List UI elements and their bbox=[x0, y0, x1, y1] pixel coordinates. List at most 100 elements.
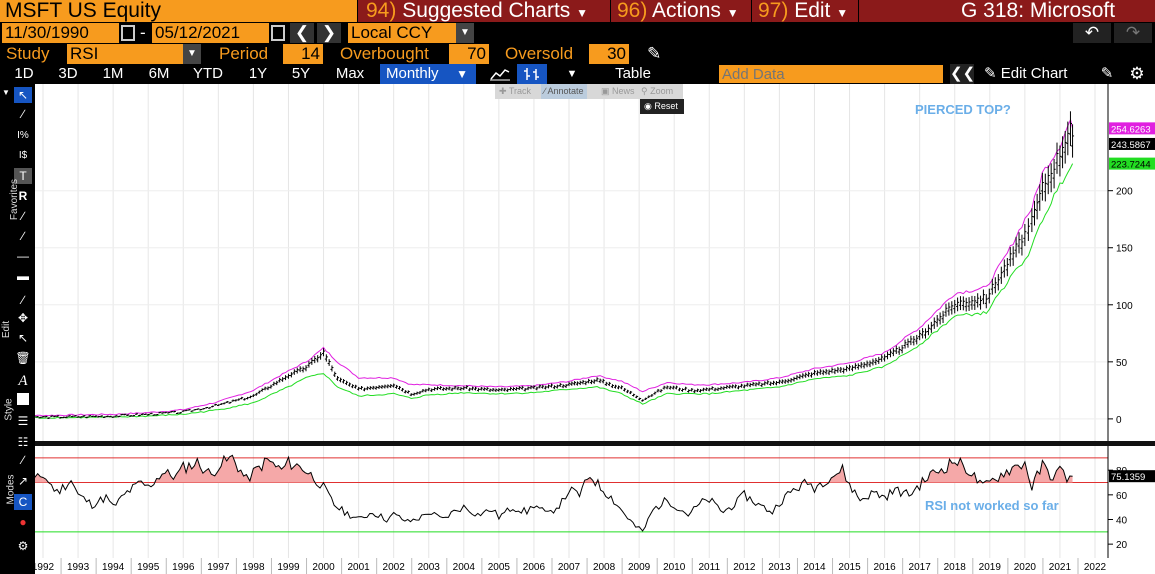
crosshair-icon[interactable]: ∕ bbox=[21, 453, 24, 467]
range-5y[interactable]: 5Y bbox=[291, 65, 311, 82]
year-tick-label: 2004 bbox=[453, 562, 476, 573]
panel-divider[interactable] bbox=[35, 441, 1155, 446]
line-chart-icon[interactable] bbox=[484, 64, 516, 84]
year-tick-label: 1997 bbox=[207, 562, 230, 573]
trendline-icon[interactable]: ∕ bbox=[21, 107, 24, 121]
channel-icon[interactable]: ▬ bbox=[17, 269, 29, 283]
range-1y[interactable]: 1Y bbox=[248, 65, 268, 82]
gear-icon[interactable]: ⚙ bbox=[1129, 64, 1145, 83]
window-title: G 318: Microsoft bbox=[859, 0, 1155, 22]
prev-period-button[interactable]: ❮ bbox=[290, 23, 314, 43]
year-tick-label: 2018 bbox=[944, 562, 967, 573]
year-tick-label: 2001 bbox=[347, 562, 370, 573]
price-value-label-box bbox=[1109, 137, 1155, 150]
side-toolbar: ▼ ↖ ∕ I% I$ T R ∕ ∕ — ▬ ∕ ✥ ↖ 🗑 A ☰ ☷ ∕ … bbox=[0, 84, 35, 558]
range-max[interactable]: Max bbox=[335, 65, 365, 82]
gear-icon[interactable]: ⚙ bbox=[17, 539, 29, 553]
line-style-icon[interactable]: ☰ bbox=[17, 414, 29, 428]
overbought-input[interactable]: 70 bbox=[449, 44, 489, 64]
suggested-charts-label: Suggested Charts bbox=[402, 0, 571, 22]
annotation-bottom[interactable]: RSI not worked so far bbox=[925, 498, 1059, 513]
year-tick-label: 1998 bbox=[242, 562, 265, 573]
year-tick-label: 2016 bbox=[873, 562, 896, 573]
price-tick-label: 200 bbox=[1116, 187, 1133, 198]
ray-icon[interactable]: ∕ bbox=[21, 229, 24, 243]
range-1m[interactable]: 1M bbox=[102, 65, 124, 82]
year-tick-label: 2020 bbox=[1014, 562, 1037, 573]
calendar-icon[interactable] bbox=[121, 25, 135, 41]
period-input[interactable]: 14 bbox=[283, 44, 323, 64]
year-tick-label: 1996 bbox=[172, 562, 195, 573]
line-weight-icon[interactable]: ☷ bbox=[17, 435, 29, 449]
collapse-icon[interactable]: ❮❮ bbox=[950, 64, 976, 84]
rsi-panel[interactable] bbox=[35, 446, 1108, 558]
percent-icon[interactable]: I% bbox=[17, 130, 29, 141]
year-tick-label: 1995 bbox=[137, 562, 160, 573]
calendar-icon[interactable] bbox=[271, 25, 285, 41]
edit-menu[interactable]: 97) Edit ▼ bbox=[752, 0, 858, 22]
brush-icon[interactable]: ∕ bbox=[21, 293, 24, 307]
suggested-charts-menu[interactable]: 94) Suggested Charts ▼ bbox=[358, 0, 610, 22]
fill-color-icon[interactable] bbox=[14, 393, 32, 409]
redo-icon[interactable]: ↷ bbox=[1114, 23, 1152, 43]
move-icon[interactable]: ✥ bbox=[17, 311, 29, 325]
text-icon[interactable]: A bbox=[18, 373, 28, 389]
dropdown-icon[interactable]: ▼ bbox=[183, 44, 201, 64]
pointer-icon[interactable]: ↖ bbox=[17, 331, 29, 345]
dropdown-icon[interactable]: ▼ bbox=[456, 23, 474, 43]
price-rsi-chart[interactable]: 1992199319941995199619971998199920002001… bbox=[35, 84, 1155, 574]
add-data-input[interactable] bbox=[719, 65, 943, 83]
r-icon[interactable]: R bbox=[18, 189, 28, 203]
currency-select[interactable]: Local CCY bbox=[348, 23, 456, 43]
end-date-input[interactable]: 05/12/2021 bbox=[152, 23, 269, 43]
track-button[interactable]: ✚ Track bbox=[499, 86, 532, 96]
rsi-overbought-fill bbox=[35, 455, 1073, 483]
next-period-button[interactable]: ❯ bbox=[317, 23, 341, 43]
chart-settings-icon[interactable]: ✎ bbox=[1100, 65, 1114, 82]
year-tick-label: 1994 bbox=[102, 562, 125, 573]
annotate-button[interactable]: ∕ Annotate bbox=[541, 84, 587, 99]
actions-menu[interactable]: 96) Actions ▼ bbox=[611, 0, 751, 22]
range-1d[interactable]: 1D bbox=[14, 65, 34, 82]
zoom-button[interactable]: ⚲ Zoom bbox=[641, 86, 674, 96]
pencil-icon[interactable]: ✎ bbox=[647, 44, 662, 63]
year-tick-label: 2005 bbox=[488, 562, 511, 573]
horizontal-line-icon[interactable]: — bbox=[17, 249, 29, 263]
dropdown-icon[interactable]: ▼ bbox=[566, 68, 578, 80]
dollar-icon[interactable]: I$ bbox=[18, 150, 28, 161]
annotate-label: Annotate bbox=[547, 86, 584, 96]
price-panel[interactable] bbox=[35, 84, 1108, 441]
range-6m[interactable]: 6M bbox=[148, 65, 170, 82]
range-3d[interactable]: 3D bbox=[58, 65, 78, 82]
undo-icon[interactable]: ↶ bbox=[1073, 23, 1111, 43]
cursor-icon[interactable]: ↖ bbox=[14, 87, 32, 103]
line-tool-icon[interactable]: ∕ bbox=[21, 209, 24, 223]
time-axis bbox=[35, 558, 1155, 574]
trash-icon[interactable]: 🗑 bbox=[15, 351, 31, 365]
study-select[interactable]: RSI bbox=[67, 44, 183, 64]
year-tick-label: 2013 bbox=[768, 562, 791, 573]
year-tick-label: 2022 bbox=[1084, 562, 1107, 573]
year-tick-label: 2015 bbox=[838, 562, 861, 573]
start-date-input[interactable]: 11/30/1990 bbox=[2, 23, 119, 43]
oversold-input[interactable]: 30 bbox=[589, 44, 629, 64]
magnet-icon[interactable]: ↗ bbox=[17, 474, 29, 488]
annotation-top[interactable]: PIERCED TOP? bbox=[915, 102, 1011, 117]
fib-icon[interactable]: T bbox=[14, 168, 32, 184]
reset-button[interactable]: ◉ Reset bbox=[640, 99, 684, 114]
actions-label: Actions bbox=[652, 0, 721, 22]
track-label: Track bbox=[508, 86, 532, 96]
news-button[interactable]: ▣ News bbox=[601, 86, 635, 96]
price-tick-label: 100 bbox=[1116, 301, 1133, 312]
bar-chart-icon[interactable] bbox=[517, 64, 547, 84]
table-button[interactable]: Table bbox=[615, 65, 651, 82]
palette-icon[interactable]: ● bbox=[19, 515, 27, 529]
security-field[interactable]: MSFT US Equity bbox=[0, 0, 357, 22]
lower-band-line bbox=[35, 163, 1074, 419]
edit-chart-button[interactable]: ✎ Edit Chart bbox=[978, 64, 1092, 84]
frequency-select[interactable]: Monthly ▼ bbox=[380, 64, 476, 84]
range-ytd[interactable]: YTD bbox=[193, 65, 223, 82]
c-icon[interactable]: C bbox=[14, 494, 32, 510]
price-axis bbox=[1108, 84, 1155, 441]
upper-band-value-label-box bbox=[1109, 122, 1155, 135]
